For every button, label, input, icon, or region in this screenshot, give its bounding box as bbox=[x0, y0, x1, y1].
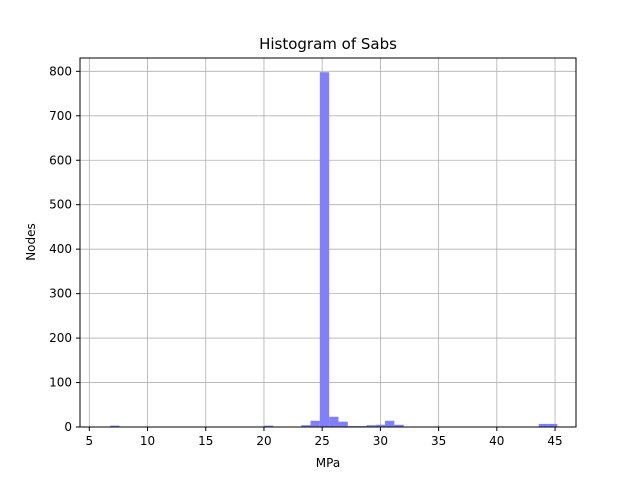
histogram-bar bbox=[301, 425, 311, 427]
y-tick-label: 300 bbox=[49, 287, 72, 301]
histogram-bar bbox=[548, 423, 558, 427]
x-tick-label: 10 bbox=[140, 434, 155, 448]
y-tick-label: 100 bbox=[49, 376, 72, 390]
y-axis-ticks: 0 100 200 300 400 500 600 700 800 bbox=[49, 64, 80, 434]
histogram-bar bbox=[263, 425, 274, 427]
histogram-bar bbox=[375, 424, 386, 427]
y-axis-label: Nodes bbox=[24, 223, 38, 261]
x-tick-label: 5 bbox=[85, 434, 93, 448]
x-tick-label: 45 bbox=[547, 434, 562, 448]
histogram-bar bbox=[329, 416, 339, 427]
plot-frame bbox=[79, 57, 577, 428]
y-tick-label: 600 bbox=[49, 153, 72, 167]
histogram-bar bbox=[385, 420, 395, 427]
histogram-bar bbox=[310, 420, 320, 427]
y-tick-label: 200 bbox=[49, 331, 72, 345]
x-tick-label: 35 bbox=[431, 434, 446, 448]
y-tick-label: 700 bbox=[49, 109, 72, 123]
histogram-bars bbox=[100, 72, 558, 428]
histogram-bar bbox=[319, 72, 330, 428]
x-tick-label: 20 bbox=[256, 434, 271, 448]
x-tick-label: 15 bbox=[198, 434, 213, 448]
x-axis-label: MPa bbox=[316, 456, 340, 470]
histogram-bar bbox=[110, 425, 120, 427]
histogram-bar bbox=[538, 423, 549, 427]
x-tick-label: 30 bbox=[373, 434, 388, 448]
chart-title: Histogram of Sabs bbox=[259, 35, 397, 53]
y-tick-label: 400 bbox=[49, 242, 72, 256]
histogram-bar bbox=[394, 424, 404, 427]
histogram-bar bbox=[366, 425, 376, 427]
x-axis-ticks: 5 10 15 20 25 30 35 40 45 bbox=[85, 427, 563, 448]
y-tick-label: 800 bbox=[49, 64, 72, 78]
x-tick-label: 25 bbox=[315, 434, 330, 448]
y-tick-label: 500 bbox=[49, 198, 72, 212]
histogram-bar bbox=[338, 421, 348, 427]
y-tick-label: 0 bbox=[64, 420, 72, 434]
x-tick-label: 40 bbox=[489, 434, 504, 448]
